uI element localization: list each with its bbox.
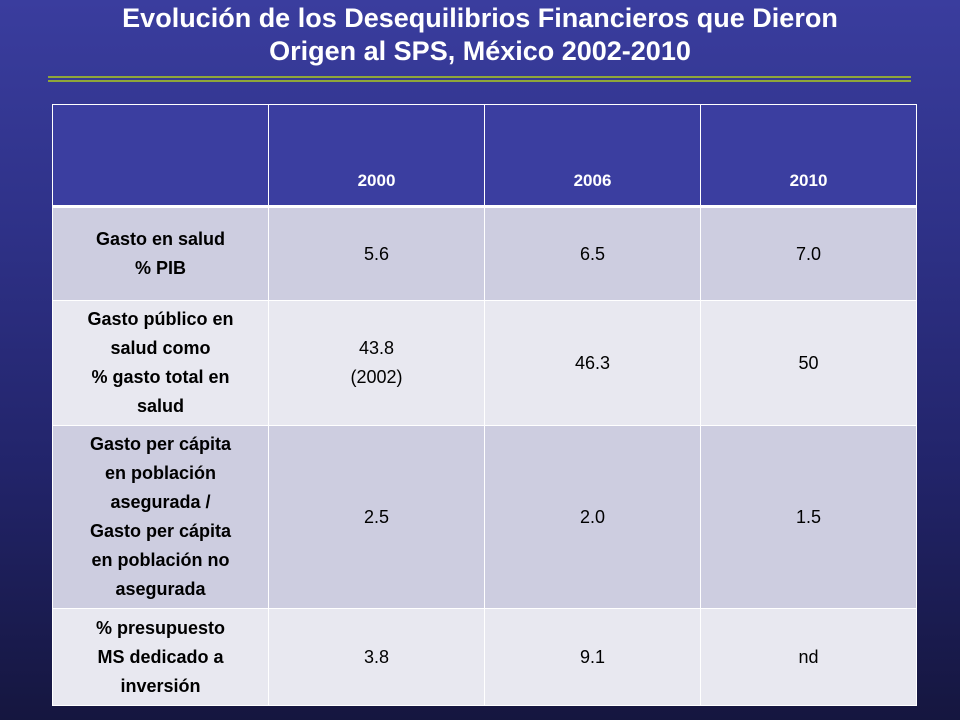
title-divider-top (48, 76, 911, 78)
slide-title-line-1: Evolución de los Desequilibrios Financie… (122, 3, 838, 33)
table-cell: 3.8 (268, 608, 485, 706)
row-label-line: MS dedicado a (97, 646, 224, 667)
cell-note: (2002) (350, 367, 403, 387)
row-label-line: inversión (120, 675, 201, 696)
cell-value: 5.6 (363, 243, 390, 264)
cell-value: 7.0 (795, 243, 822, 264)
slide-title: Evolución de los Desequilibrios Financie… (0, 2, 960, 68)
header-cell-empty (52, 104, 269, 208)
table-cell: 46.3 (484, 300, 701, 426)
cell-value: nd (798, 646, 819, 667)
header-cell-2006: 2006 (484, 104, 701, 208)
header-cell-2010: 2010 (700, 104, 917, 208)
table-cell: 43.8 (2002) (268, 300, 485, 426)
row-label-line: Gasto per cápita (89, 434, 232, 454)
row-label-line: asegurada (115, 579, 206, 599)
table-cell: 2.5 (268, 425, 485, 609)
table-cell: 2.0 (484, 425, 701, 609)
table-cell: 1.5 (700, 425, 917, 609)
table-cell: nd (700, 608, 917, 706)
row-label-gasto-per-capita: Gasto per cápita en población asegurada … (52, 425, 269, 609)
row-label-line: asegurada / (110, 492, 211, 512)
table-cell: 6.5 (484, 206, 701, 301)
cell-value: 2.0 (579, 506, 606, 527)
header-cell-2000: 2000 (268, 104, 485, 208)
row-label-line: en población no (91, 550, 230, 570)
row-label-line: Gasto per cápita (89, 521, 232, 541)
cell-value: 50 (798, 352, 819, 373)
table-row: Gasto en salud % PIB 5.6 6.5 7.0 (52, 206, 917, 301)
financial-imbalance-table: 2000 2006 2010 Gasto en salud % PIB 5.6 … (52, 104, 917, 706)
row-label-presupuesto-inversion: % presupuesto MS dedicado a inversión (52, 608, 269, 706)
slide-title-line-2: Origen al SPS, México 2002-2010 (269, 36, 691, 66)
cell-value: 6.5 (579, 243, 606, 264)
cell-value: 9.1 (579, 646, 606, 667)
table-cell: 50 (700, 300, 917, 426)
row-label-line: % PIB (134, 258, 186, 278)
title-divider-bottom (48, 80, 911, 82)
row-label-line: % gasto total en (91, 367, 230, 387)
row-label-line: Gasto en salud (95, 229, 226, 249)
row-label-gasto-salud-pib: Gasto en salud % PIB (52, 206, 269, 301)
cell-value: 1.5 (795, 506, 822, 527)
table-cell: 5.6 (268, 206, 485, 301)
row-label-line: salud como (110, 338, 211, 358)
row-label-line: salud (136, 396, 184, 416)
cell-value: 2.5 (363, 506, 390, 527)
cell-value: 46.3 (574, 352, 611, 373)
row-label-line: Gasto público en (87, 309, 234, 329)
row-label-gasto-publico: Gasto público en salud como % gasto tota… (52, 300, 269, 426)
row-label-line: en población (104, 463, 216, 483)
table-row: % presupuesto MS dedicado a inversión 3.… (52, 608, 917, 706)
table-row: Gasto per cápita en población asegurada … (52, 425, 917, 609)
row-label-line: % presupuesto (95, 617, 226, 638)
cell-value: 43.8 (358, 338, 395, 358)
table-header: 2000 2006 2010 (52, 104, 917, 208)
header-row: 2000 2006 2010 (52, 104, 917, 208)
table-cell: 9.1 (484, 608, 701, 706)
cell-value: 3.8 (363, 646, 390, 667)
table-row: Gasto público en salud como % gasto tota… (52, 300, 917, 426)
table-cell: 7.0 (700, 206, 917, 301)
